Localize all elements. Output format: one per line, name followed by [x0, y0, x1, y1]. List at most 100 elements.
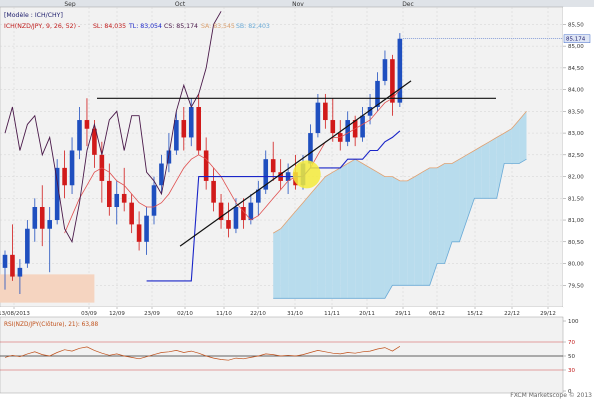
- cloud-segment: [384, 176, 393, 299]
- sb-readout: SB: 82,403: [236, 23, 270, 30]
- price-tick-label: 80,50: [568, 240, 584, 246]
- candle: [211, 167, 216, 212]
- date-tick-label: 02/10: [177, 311, 193, 317]
- rsi-panel: [0, 341, 563, 371]
- candle-body: [218, 202, 224, 221]
- candle: [345, 111, 350, 147]
- cloud-segment: [459, 154, 467, 242]
- price-tick-label: 84,00: [568, 88, 584, 94]
- candle: [397, 33, 403, 107]
- candle-body: [10, 254, 15, 277]
- cloud-segment: [519, 111, 527, 164]
- candle-body: [263, 159, 269, 190]
- price-tick-label: 81,00: [568, 218, 584, 224]
- cloud-segment: [444, 163, 452, 264]
- date-tick-label: 03/09: [81, 311, 97, 317]
- candle-body: [47, 220, 52, 229]
- candle: [10, 224, 15, 281]
- candle-body: [25, 228, 30, 264]
- candle: [2, 250, 8, 290]
- senkou-span-a: [272, 111, 527, 234]
- candle-body: [241, 207, 246, 221]
- ichimoku-cloud: [0, 111, 527, 303]
- price-axis[interactable]: 85,50 85,00 84,50 84,00 83,50 83,00 82,50 82,00…: [402, 7, 594, 307]
- indicator-label: ICH(NZD/JPY, 9, 26, 52) -: [4, 23, 80, 30]
- candle: [25, 220, 30, 268]
- cloud-segment: [422, 167, 430, 286]
- cloud-segment: [437, 163, 445, 264]
- candle-body: [77, 120, 82, 151]
- candle-body: [84, 120, 90, 129]
- rsi-tick-label: 100: [568, 319, 579, 325]
- rsi-label: RSI(NZD/JPY(Clôture), 21): 63,88: [4, 321, 99, 328]
- candle-body: [107, 180, 112, 207]
- candle: [270, 141, 276, 181]
- date-tick-label: 22/10: [250, 311, 266, 317]
- cloud-segment: [362, 163, 371, 299]
- candle: [256, 180, 261, 216]
- candle: [151, 176, 157, 225]
- candle: [62, 150, 67, 199]
- kijun-line: [146, 130, 401, 282]
- cloud-segment: [474, 146, 482, 199]
- rsi-plot-area[interactable]: [0, 316, 564, 394]
- cloud-segment: [310, 185, 318, 299]
- candle: [241, 198, 246, 229]
- senkou-span-b: [273, 158, 527, 299]
- cloud-segment: [355, 159, 363, 299]
- candle: [32, 198, 38, 242]
- candle: [174, 111, 179, 155]
- chart-header: [Modèle : ICH/CHY] ICH(NZD/JPY, 9, 26, 5…: [4, 11, 270, 30]
- candle-body: [17, 267, 23, 277]
- candle-body: [226, 220, 231, 229]
- candle: [323, 93, 328, 129]
- price-tick-label: 81,50: [568, 196, 584, 202]
- candle-body: [203, 150, 209, 181]
- cloud-segment: [273, 228, 281, 299]
- candle-body: [270, 159, 276, 173]
- candle-body: [233, 207, 239, 229]
- cloud-segment: [340, 163, 348, 299]
- candle: [308, 124, 313, 168]
- candle: [226, 202, 231, 238]
- cloud-segment: [370, 167, 378, 299]
- rsi-tick-label: 50: [568, 354, 575, 360]
- candle-body: [151, 185, 157, 216]
- candle-body: [114, 193, 120, 207]
- cloud-segment: [347, 159, 356, 299]
- month-axis-bar: [0, 0, 594, 7]
- candle: [218, 193, 224, 229]
- month-label: Sep: [64, 1, 76, 8]
- month-label: Oct: [175, 1, 186, 8]
- date-tick-label: 08/12: [429, 311, 445, 317]
- date-tick-label: 29/12: [540, 311, 556, 317]
- price-tick-label: 83,00: [568, 131, 584, 137]
- cloud-segment: [317, 176, 326, 299]
- candle: [17, 259, 23, 294]
- candle-body: [382, 59, 388, 81]
- candle: [159, 154, 164, 194]
- price-tick-label: 82,50: [568, 153, 584, 159]
- date-axis-bg: [0, 307, 563, 317]
- candle-body: [196, 107, 201, 151]
- candle: [233, 198, 239, 234]
- cloud-segment: [303, 193, 311, 299]
- date-axis[interactable]: 13/08/2013 03/09 12/09 23/09 02/10 11/10 22/10…: [0, 307, 563, 317]
- rsi-tick-label: 30: [568, 368, 575, 374]
- cloud-segment: [511, 120, 520, 164]
- candle: [390, 54, 395, 116]
- candle: [54, 159, 60, 225]
- candle-body: [211, 180, 216, 203]
- candle: [136, 211, 142, 251]
- candle-body: [188, 107, 194, 138]
- candle-body: [144, 215, 149, 242]
- price-tick-label: 84,50: [568, 66, 584, 72]
- cloud-segment: [392, 176, 400, 286]
- candle-body: [256, 189, 261, 203]
- cloud-segment: [288, 211, 296, 299]
- month-axis: Sep Oct Nov Dec: [64, 1, 413, 8]
- candle: [203, 137, 209, 190]
- sl-readout: SL: 84,035: [93, 23, 126, 30]
- annotations: [97, 80, 496, 247]
